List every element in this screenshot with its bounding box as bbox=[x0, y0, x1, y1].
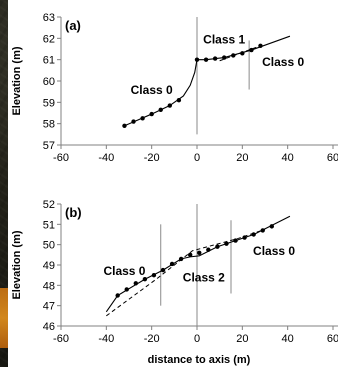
data-point bbox=[115, 293, 120, 298]
x-tick-label: 0 bbox=[194, 152, 200, 164]
data-point bbox=[151, 272, 157, 278]
x-tick-label: 40 bbox=[282, 333, 294, 345]
data-point bbox=[206, 247, 211, 252]
data-point bbox=[222, 55, 227, 60]
data-point bbox=[188, 252, 193, 258]
figure-background bbox=[8, 0, 338, 367]
y-tick-label: 61 bbox=[43, 55, 55, 67]
x-tick-label: -20 bbox=[144, 152, 160, 164]
x-tick-label: -40 bbox=[98, 152, 114, 164]
data-point bbox=[203, 57, 209, 62]
data-point bbox=[140, 116, 145, 121]
panel-b: 46 47 48 49 50 51 52 -60 -40 -20 0 20 40 60 Class 0 Cla… bbox=[11, 199, 338, 366]
data-point bbox=[231, 53, 236, 58]
data-point bbox=[251, 232, 256, 237]
x-tick-label: 60 bbox=[327, 152, 338, 164]
data-point bbox=[124, 287, 129, 292]
y-tick-label: 60 bbox=[43, 76, 55, 88]
y-axis-label: Elevation (m) bbox=[11, 230, 23, 299]
y-tick-label: 48 bbox=[43, 280, 55, 292]
y-tick-label: 59 bbox=[43, 97, 55, 109]
data-point bbox=[149, 111, 154, 117]
x-tick-label: 40 bbox=[282, 152, 294, 164]
data-point bbox=[258, 43, 263, 48]
x-tick-label: 20 bbox=[236, 333, 248, 345]
y-tick-label: 58 bbox=[43, 119, 55, 131]
panel-label: (b) bbox=[65, 205, 82, 220]
data-point bbox=[133, 281, 138, 286]
y-axis-label: Elevation (m) bbox=[11, 46, 23, 115]
y-tick-label: 57 bbox=[43, 140, 55, 152]
data-point bbox=[269, 224, 274, 229]
data-point bbox=[240, 51, 245, 56]
panel-label: (a) bbox=[65, 18, 81, 33]
class-annotation: Class 0 bbox=[262, 55, 304, 69]
y-tick-label: 46 bbox=[43, 321, 55, 333]
data-point bbox=[167, 103, 172, 108]
data-point bbox=[224, 241, 229, 246]
data-point bbox=[197, 250, 202, 255]
data-point bbox=[169, 261, 175, 267]
x-tick-label: -20 bbox=[144, 333, 160, 345]
x-tick-label: 60 bbox=[327, 333, 338, 345]
data-point bbox=[142, 277, 148, 282]
data-point bbox=[194, 57, 200, 62]
y-tick-label: 47 bbox=[43, 301, 55, 313]
x-axis-label: distance to axis (m) bbox=[148, 354, 251, 366]
data-point bbox=[160, 267, 166, 273]
class-annotation: Class 2 bbox=[183, 270, 225, 284]
x-tick-label: -40 bbox=[98, 333, 114, 345]
class-annotation: Class 0 bbox=[103, 264, 145, 278]
x-tick-label: -60 bbox=[53, 333, 69, 345]
dashed-profile-line bbox=[106, 228, 266, 317]
x-tick-label: -60 bbox=[53, 152, 69, 164]
data-point bbox=[242, 235, 247, 240]
data-point bbox=[233, 238, 238, 243]
data-point bbox=[249, 47, 254, 53]
y-tick-label: 63 bbox=[43, 12, 55, 24]
y-tick-label: 50 bbox=[43, 240, 55, 252]
data-point bbox=[178, 256, 184, 262]
data-point bbox=[122, 123, 127, 128]
data-point bbox=[158, 107, 163, 113]
data-point bbox=[212, 56, 218, 61]
class-annotation: Class 0 bbox=[253, 244, 295, 258]
data-point bbox=[260, 228, 265, 233]
y-tick-label: 62 bbox=[43, 33, 55, 45]
class-annotation: Class 0 bbox=[131, 83, 173, 97]
data-point bbox=[131, 119, 136, 124]
y-tick-label: 52 bbox=[43, 199, 55, 211]
background-orange-mark bbox=[0, 288, 8, 348]
data-point bbox=[215, 244, 220, 249]
x-tick-label: 20 bbox=[236, 152, 248, 164]
panel-a: 57 58 59 60 61 62 63 -60 -40 -20 0 20 40 60 Class 0 Cla… bbox=[11, 12, 338, 164]
y-tick-label: 51 bbox=[43, 219, 55, 231]
data-point bbox=[176, 98, 182, 103]
class-annotation: Class 1 bbox=[203, 33, 245, 47]
y-tick-label: 49 bbox=[43, 260, 55, 272]
x-tick-label: 0 bbox=[194, 333, 200, 345]
